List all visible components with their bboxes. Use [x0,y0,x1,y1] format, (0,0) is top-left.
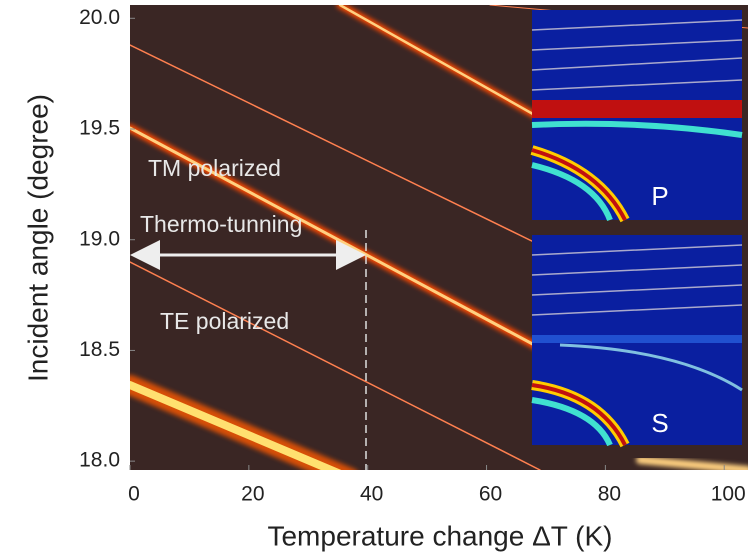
x-tick-label: 0 [128,483,140,506]
y-tick-label: 19.5 [79,117,120,140]
x-tick-label: 40 [360,483,383,506]
y-tick-label: 18.5 [79,338,120,361]
annotation: TM polarized [148,155,281,181]
annotation: S [651,408,668,438]
plot-area [130,5,748,470]
annotation: TE polarized [160,308,289,334]
inset-p [530,10,743,223]
y-tick-label: 18.0 [79,449,120,472]
annotation: P [651,181,668,211]
x-tick-label: 20 [241,483,264,506]
x-tick-label: 100 [711,483,746,506]
y-axis-title: Incident angle (degree) [22,94,53,382]
y-tick-label: 19.0 [79,227,120,250]
x-tick-label: 80 [598,483,621,506]
resonance-lines [130,5,748,470]
inset-s [531,235,743,448]
y-tick-label: 20.0 [79,6,120,29]
x-axis-title: Temperature change ΔT (K) [267,520,612,551]
x-tick-label: 60 [479,483,502,506]
annotation: Thermo-tunning [140,211,302,237]
